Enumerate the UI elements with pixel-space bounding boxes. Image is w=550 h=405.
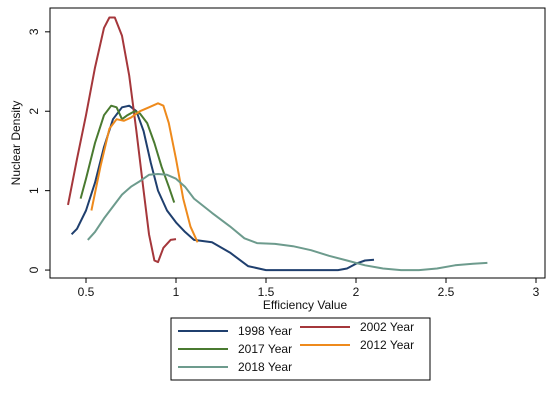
x-tick-label: 0.5: [78, 285, 95, 299]
plot-frame: [49, 7, 546, 279]
series-line-2018-year: [87, 173, 488, 272]
legend-label: 2002 Year: [360, 320, 414, 334]
y-tick-label: 2: [27, 108, 41, 115]
legend-label: 2017 Year: [238, 342, 292, 356]
axes: 0.5 1 1.5 2 2.5 3 0 1 2 3: [27, 28, 540, 299]
y-tick-label: 3: [27, 28, 41, 35]
series-line-2012-year: [90, 102, 199, 243]
y-tick-label: 1: [27, 187, 41, 194]
x-tick-label: 2.5: [438, 285, 455, 299]
legend-label: 2018 Year: [238, 360, 292, 374]
x-tick-label: 3: [533, 285, 540, 299]
y-tick-label: 0: [27, 266, 41, 273]
x-axis-title: Efficiency Value: [263, 298, 348, 312]
x-tick-label: 2: [353, 285, 360, 299]
plot-area: [49, 7, 546, 279]
series-line-2002-year: [67, 16, 177, 264]
series-line-2017-year: [79, 104, 176, 203]
legend-label: 1998 Year: [238, 324, 292, 338]
x-tick-label: 1: [173, 285, 180, 299]
legend: 1998 Year 2002 Year 2017 Year 2012 Year 2018…: [170, 317, 431, 381]
legend-label: 2012 Year: [360, 338, 414, 352]
x-tick-label: 1.5: [258, 285, 275, 299]
y-axis-title: Nuclear Density: [9, 101, 23, 186]
series-layer: [67, 16, 488, 272]
